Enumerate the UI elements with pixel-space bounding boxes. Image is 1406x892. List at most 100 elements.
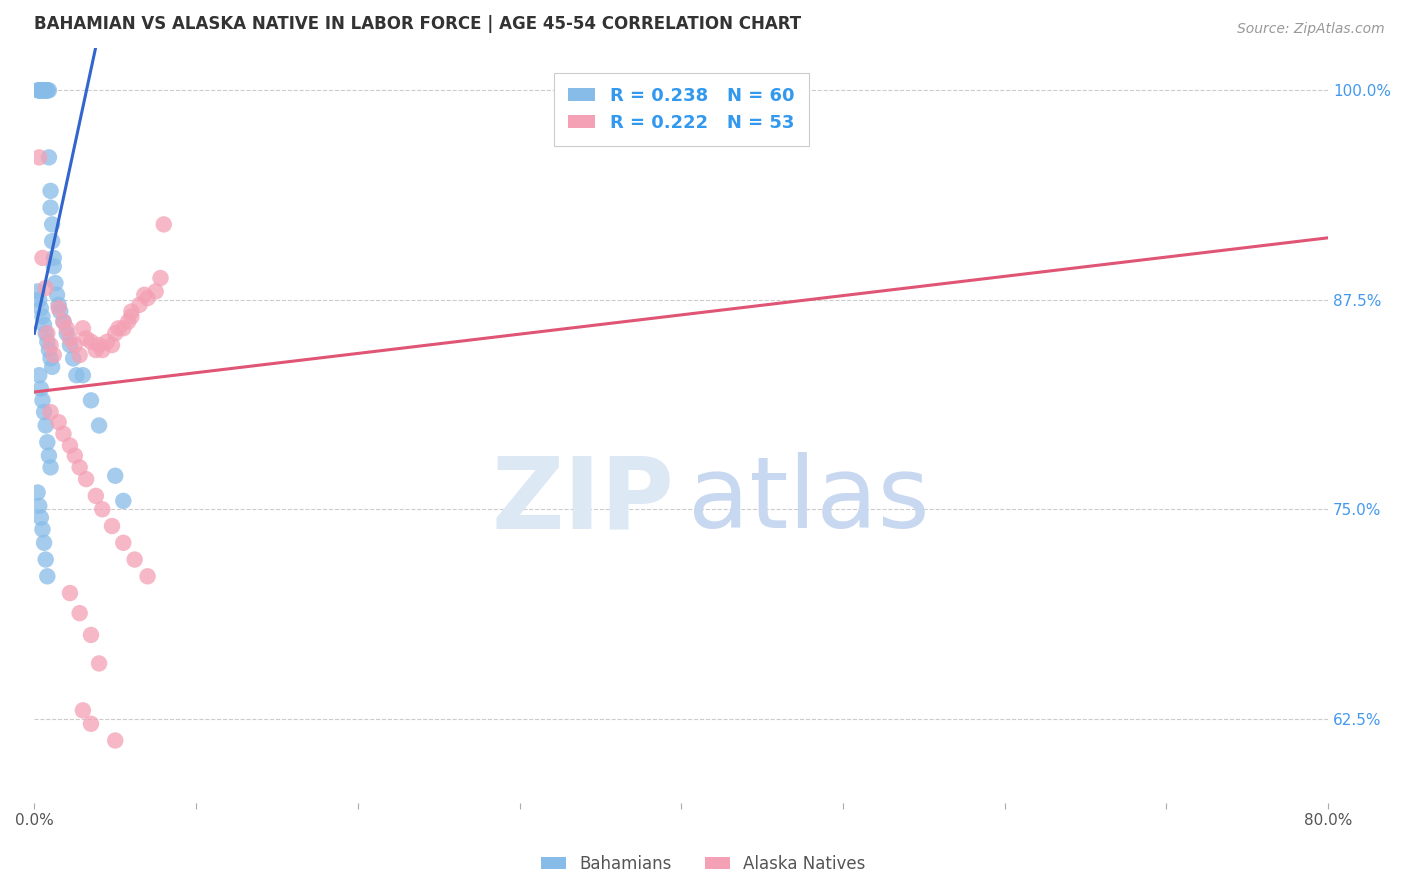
- Point: [75, 331, 97, 345]
- Point: [101, 338, 124, 352]
- Point: [37, 435, 59, 450]
- Point: [80, 393, 103, 408]
- Point: [27, 485, 49, 500]
- Point: [62, 351, 84, 366]
- Point: [32, 83, 55, 97]
- Point: [52, 315, 75, 329]
- Point: [80, 628, 103, 642]
- Point: [28, 83, 51, 97]
- Point: [91, 502, 114, 516]
- Point: [30, 83, 52, 97]
- Point: [59, 439, 82, 453]
- Point: [28, 368, 51, 383]
- Point: [59, 331, 82, 345]
- Point: [117, 315, 139, 329]
- Point: [80, 716, 103, 731]
- Point: [30, 382, 52, 396]
- Point: [55, 321, 77, 335]
- Point: [35, 552, 58, 566]
- Text: ZIP: ZIP: [492, 452, 675, 549]
- Point: [69, 460, 91, 475]
- Point: [35, 281, 58, 295]
- Point: [35, 326, 58, 341]
- Point: [136, 291, 159, 305]
- Point: [39, 351, 62, 366]
- Point: [37, 83, 59, 97]
- Point: [44, 276, 66, 290]
- Point: [37, 569, 59, 583]
- Point: [31, 251, 53, 265]
- Point: [35, 83, 58, 97]
- Point: [104, 326, 127, 341]
- Point: [134, 287, 156, 301]
- Point: [152, 218, 174, 232]
- Point: [37, 334, 59, 349]
- Point: [120, 304, 142, 318]
- Point: [38, 150, 60, 164]
- Text: atlas: atlas: [688, 452, 929, 549]
- Point: [37, 83, 59, 97]
- Point: [72, 368, 94, 383]
- Point: [63, 338, 86, 352]
- Point: [38, 343, 60, 357]
- Point: [28, 499, 51, 513]
- Point: [120, 821, 142, 835]
- Point: [32, 405, 55, 419]
- Point: [31, 310, 53, 324]
- Point: [52, 315, 75, 329]
- Point: [59, 338, 82, 352]
- Point: [112, 536, 135, 550]
- Point: [72, 321, 94, 335]
- Point: [124, 552, 146, 566]
- Point: [32, 318, 55, 332]
- Point: [30, 301, 52, 315]
- Text: BAHAMIAN VS ALASKA NATIVE IN LABOR FORCE | AGE 45-54 CORRELATION CHART: BAHAMIAN VS ALASKA NATIVE IN LABOR FORCE…: [34, 15, 801, 33]
- Point: [31, 83, 53, 97]
- Point: [101, 519, 124, 533]
- Point: [31, 522, 53, 536]
- Point: [69, 348, 91, 362]
- Point: [37, 326, 59, 341]
- Point: [38, 83, 60, 97]
- Point: [128, 298, 150, 312]
- Point: [32, 83, 55, 97]
- Point: [48, 298, 70, 312]
- Point: [28, 150, 51, 164]
- Point: [96, 334, 118, 349]
- Point: [41, 234, 63, 248]
- Point: [65, 368, 87, 383]
- Point: [91, 343, 114, 357]
- Point: [136, 569, 159, 583]
- Point: [42, 260, 65, 274]
- Point: [39, 338, 62, 352]
- Point: [28, 293, 51, 307]
- Point: [87, 338, 110, 352]
- Point: [55, 326, 77, 341]
- Point: [39, 201, 62, 215]
- Point: [87, 418, 110, 433]
- Point: [35, 418, 58, 433]
- Point: [107, 321, 129, 335]
- Point: [84, 343, 107, 357]
- Point: [30, 510, 52, 524]
- Point: [39, 184, 62, 198]
- Point: [41, 359, 63, 374]
- Point: [59, 586, 82, 600]
- Point: [104, 733, 127, 747]
- Point: [145, 285, 167, 299]
- Point: [87, 657, 110, 671]
- Point: [38, 449, 60, 463]
- Point: [27, 285, 49, 299]
- Point: [112, 321, 135, 335]
- Point: [149, 271, 172, 285]
- Point: [46, 287, 69, 301]
- Point: [80, 334, 103, 349]
- Point: [39, 460, 62, 475]
- Point: [31, 83, 53, 97]
- Point: [72, 703, 94, 717]
- Point: [28, 83, 51, 97]
- Legend: Bahamians, Alaska Natives: Bahamians, Alaska Natives: [534, 848, 872, 880]
- Point: [84, 489, 107, 503]
- Point: [49, 304, 72, 318]
- Point: [32, 536, 55, 550]
